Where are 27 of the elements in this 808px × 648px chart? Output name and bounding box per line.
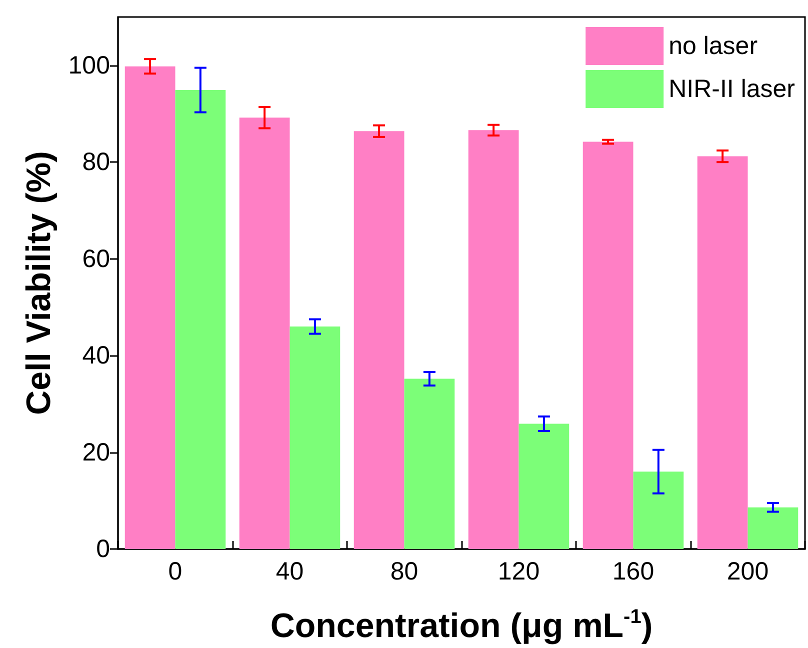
legend-label: NIR-II laser bbox=[668, 75, 795, 103]
bar bbox=[468, 130, 519, 549]
bar bbox=[633, 472, 684, 549]
x-tick-label: 160 bbox=[612, 558, 654, 586]
x-tick-label: 80 bbox=[390, 558, 418, 586]
bar bbox=[239, 118, 290, 549]
bar bbox=[354, 131, 404, 549]
y-tick-label: 100 bbox=[68, 51, 110, 80]
bar bbox=[748, 507, 798, 549]
y-tick-label: 60 bbox=[82, 244, 110, 273]
bar bbox=[290, 326, 340, 549]
bar bbox=[404, 378, 455, 549]
x-tick-label: 0 bbox=[168, 558, 182, 586]
bar bbox=[175, 90, 226, 549]
x-tick-label: 200 bbox=[726, 558, 769, 586]
bar bbox=[518, 424, 570, 549]
y-tick-label: 40 bbox=[82, 342, 110, 370]
bar bbox=[582, 142, 634, 549]
x-tick-label: 40 bbox=[276, 558, 304, 586]
bar bbox=[697, 156, 748, 549]
legend-label: no laser bbox=[668, 32, 758, 60]
y-axis-title: Cell Viability (%) bbox=[20, 151, 58, 415]
y-tick-label: 0 bbox=[96, 535, 110, 563]
x-tick-label: 120 bbox=[498, 558, 540, 586]
bar bbox=[124, 66, 176, 549]
y-tick-label: 20 bbox=[82, 438, 110, 466]
y-tick-label: 80 bbox=[82, 148, 110, 176]
